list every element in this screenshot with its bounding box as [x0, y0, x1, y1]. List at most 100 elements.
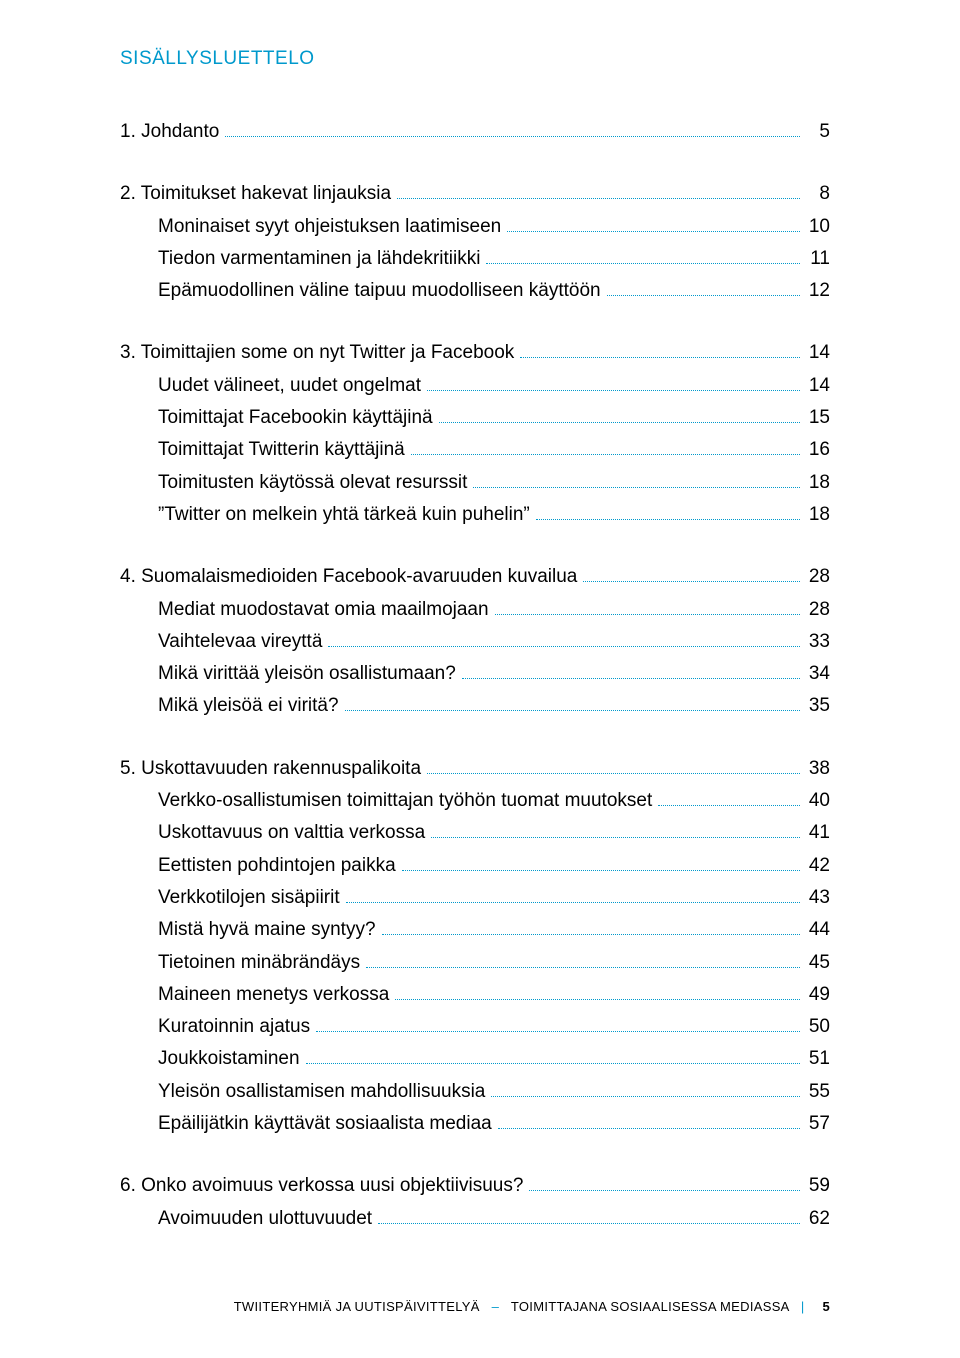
toc-leader-dots — [520, 357, 800, 358]
toc-item-page: 50 — [806, 1011, 830, 1043]
toc-leader-dots — [402, 870, 800, 871]
toc-section: 1. Johdanto5 — [120, 116, 830, 148]
toc-section: 4. Suomalaismedioiden Facebook-avaruuden… — [120, 561, 830, 722]
footer-separator-2: | — [801, 1299, 805, 1314]
toc-item-page: 57 — [806, 1108, 830, 1140]
toc-item-label: Tietoinen minäbrändäys — [158, 947, 360, 979]
toc-item-row: Tietoinen minäbrändäys 45 — [120, 947, 830, 979]
toc-item-page: 45 — [806, 947, 830, 979]
toc-item-row: Verkkotilojen sisäpiirit43 — [120, 882, 830, 914]
toc-heading-row: 2. Toimitukset hakevat linjauksia 8 — [120, 178, 830, 210]
toc-item-row: Toimittajat Twitterin käyttäjinä16 — [120, 434, 830, 466]
toc-item-row: Yleisön osallistamisen mahdollisuuksia55 — [120, 1076, 830, 1108]
toc-item-page: 15 — [806, 402, 830, 434]
toc-heading-row: 4. Suomalaismedioiden Facebook-avaruuden… — [120, 561, 830, 593]
toc-item-page: 34 — [806, 658, 830, 690]
toc-item-label: Uskottavuus on valttia verkossa — [158, 817, 425, 849]
toc-item-row: Toimitusten käytössä olevat resurssit 18 — [120, 467, 830, 499]
toc-item-label: Mikä yleisöä ei viritä? — [158, 690, 339, 722]
toc-heading-page: 28 — [806, 561, 830, 593]
toc-leader-dots — [462, 678, 800, 679]
toc-heading-page: 59 — [806, 1170, 830, 1202]
toc-item-row: Tiedon varmentaminen ja lähdekritiikki11 — [120, 243, 830, 275]
toc-item-row: Maineen menetys verkossa49 — [120, 979, 830, 1011]
toc-item-row: Mikä yleisöä ei viritä? 35 — [120, 690, 830, 722]
toc-item-page: 55 — [806, 1076, 830, 1108]
toc-item-row: Joukkoistaminen51 — [120, 1043, 830, 1075]
toc-item-label: Mediat muodostavat omia maailmojaan — [158, 594, 489, 626]
toc-item-label: Kuratoinnin ajatus — [158, 1011, 310, 1043]
toc-item-page: 40 — [806, 785, 830, 817]
toc-item-label: Tiedon varmentaminen ja lähdekritiikki — [158, 243, 480, 275]
toc-item-row: Epäilijätkin käyttävät sosiaalista media… — [120, 1108, 830, 1140]
toc-item-row: Verkko-osallistumisen toimittajan työhön… — [120, 785, 830, 817]
toc-item-row: Toimittajat Facebookin käyttäjinä15 — [120, 402, 830, 434]
footer-right: TOIMITTAJANA SOSIAALISESSA MEDIASSA — [511, 1299, 789, 1314]
toc-leader-dots — [225, 136, 800, 137]
toc-heading-label: 3. Toimittajien some on nyt Twitter ja F… — [120, 337, 514, 369]
toc-section: 6. Onko avoimuus verkossa uusi objektiiv… — [120, 1170, 830, 1235]
toc-item-label: Verkko-osallistumisen toimittajan työhön… — [158, 785, 652, 817]
toc-item-label: Vaihtelevaa vireyttä — [158, 626, 322, 658]
toc-item-page: 12 — [806, 275, 830, 307]
footer-page-number: 5 — [822, 1299, 830, 1314]
toc-leader-dots — [427, 773, 800, 774]
toc-item-label: ”Twitter on melkein yhtä tärkeä kuin puh… — [158, 499, 530, 531]
toc-item-page: 44 — [806, 914, 830, 946]
toc-leader-dots — [328, 646, 800, 647]
toc-item-row: Kuratoinnin ajatus 50 — [120, 1011, 830, 1043]
toc-leader-dots — [345, 710, 800, 711]
toc-leader-dots — [366, 967, 800, 968]
toc-leader-dots — [507, 231, 800, 232]
toc-item-label: Avoimuuden ulottuvuudet — [158, 1203, 372, 1235]
toc-heading-label: 2. Toimitukset hakevat linjauksia — [120, 178, 391, 210]
toc-heading-label: 4. Suomalaismedioiden Facebook-avaruuden… — [120, 561, 577, 593]
toc-item-label: Toimittajat Twitterin käyttäjinä — [158, 434, 405, 466]
toc-heading-page: 14 — [806, 337, 830, 369]
toc-item-page: 18 — [806, 499, 830, 531]
toc-item-label: Joukkoistaminen — [158, 1043, 300, 1075]
toc-item-label: Epäilijätkin käyttävät sosiaalista media… — [158, 1108, 492, 1140]
toc-section: 5. Uskottavuuden rakennuspalikoita38Verk… — [120, 753, 830, 1141]
toc-item-label: Mistä hyvä maine syntyy? — [158, 914, 376, 946]
toc-heading-row: 3. Toimittajien some on nyt Twitter ja F… — [120, 337, 830, 369]
toc-heading-label: 6. Onko avoimuus verkossa uusi objektiiv… — [120, 1170, 523, 1202]
toc-item-page: 41 — [806, 817, 830, 849]
toc-item-label: Moninaiset syyt ohjeistuksen laatimiseen — [158, 211, 501, 243]
toc-heading-row: 6. Onko avoimuus verkossa uusi objektiiv… — [120, 1170, 830, 1202]
toc-item-row: Mistä hyvä maine syntyy? 44 — [120, 914, 830, 946]
toc-item-row: Mikä virittää yleisön osallistumaan?34 — [120, 658, 830, 690]
toc-item-row: Eettisten pohdintojen paikka42 — [120, 850, 830, 882]
toc-item-page: 42 — [806, 850, 830, 882]
toc-leader-dots — [427, 390, 800, 391]
toc-leader-dots — [397, 198, 800, 199]
toc-leader-dots — [346, 902, 800, 903]
toc-leader-dots — [473, 487, 800, 488]
toc-leader-dots — [491, 1096, 800, 1097]
toc-item-page: 14 — [806, 370, 830, 402]
toc-item-page: 18 — [806, 467, 830, 499]
toc-item-label: Epämuodollinen väline taipuu muodollisee… — [158, 275, 601, 307]
toc-item-page: 35 — [806, 690, 830, 722]
toc-item-label: Verkkotilojen sisäpiirit — [158, 882, 340, 914]
toc-leader-dots — [411, 454, 800, 455]
toc-item-row: Uudet välineet, uudet ongelmat 14 — [120, 370, 830, 402]
toc-item-label: Toimitusten käytössä olevat resurssit — [158, 467, 467, 499]
toc-item-row: Epämuodollinen väline taipuu muodollisee… — [120, 275, 830, 307]
toc-heading-page: 38 — [806, 753, 830, 785]
toc-section: 2. Toimitukset hakevat linjauksia8Monina… — [120, 178, 830, 307]
footer-separator: – — [492, 1299, 500, 1314]
toc-item-label: Uudet välineet, uudet ongelmat — [158, 370, 421, 402]
toc-item-row: Moninaiset syyt ohjeistuksen laatimiseen… — [120, 211, 830, 243]
page-title: SISÄLLYSLUETTELO — [120, 48, 830, 70]
toc-item-row: ”Twitter on melkein yhtä tärkeä kuin puh… — [120, 499, 830, 531]
toc-heading-label: 1. Johdanto — [120, 116, 219, 148]
toc-item-page: 10 — [806, 211, 830, 243]
toc-item-row: Uskottavuus on valttia verkossa 41 — [120, 817, 830, 849]
toc-item-row: Avoimuuden ulottuvuudet62 — [120, 1203, 830, 1235]
toc-leader-dots — [658, 805, 800, 806]
toc-leader-dots — [536, 519, 800, 520]
toc-leader-dots — [529, 1190, 800, 1191]
toc-leader-dots — [395, 999, 800, 1000]
toc-heading-page: 8 — [806, 178, 830, 210]
